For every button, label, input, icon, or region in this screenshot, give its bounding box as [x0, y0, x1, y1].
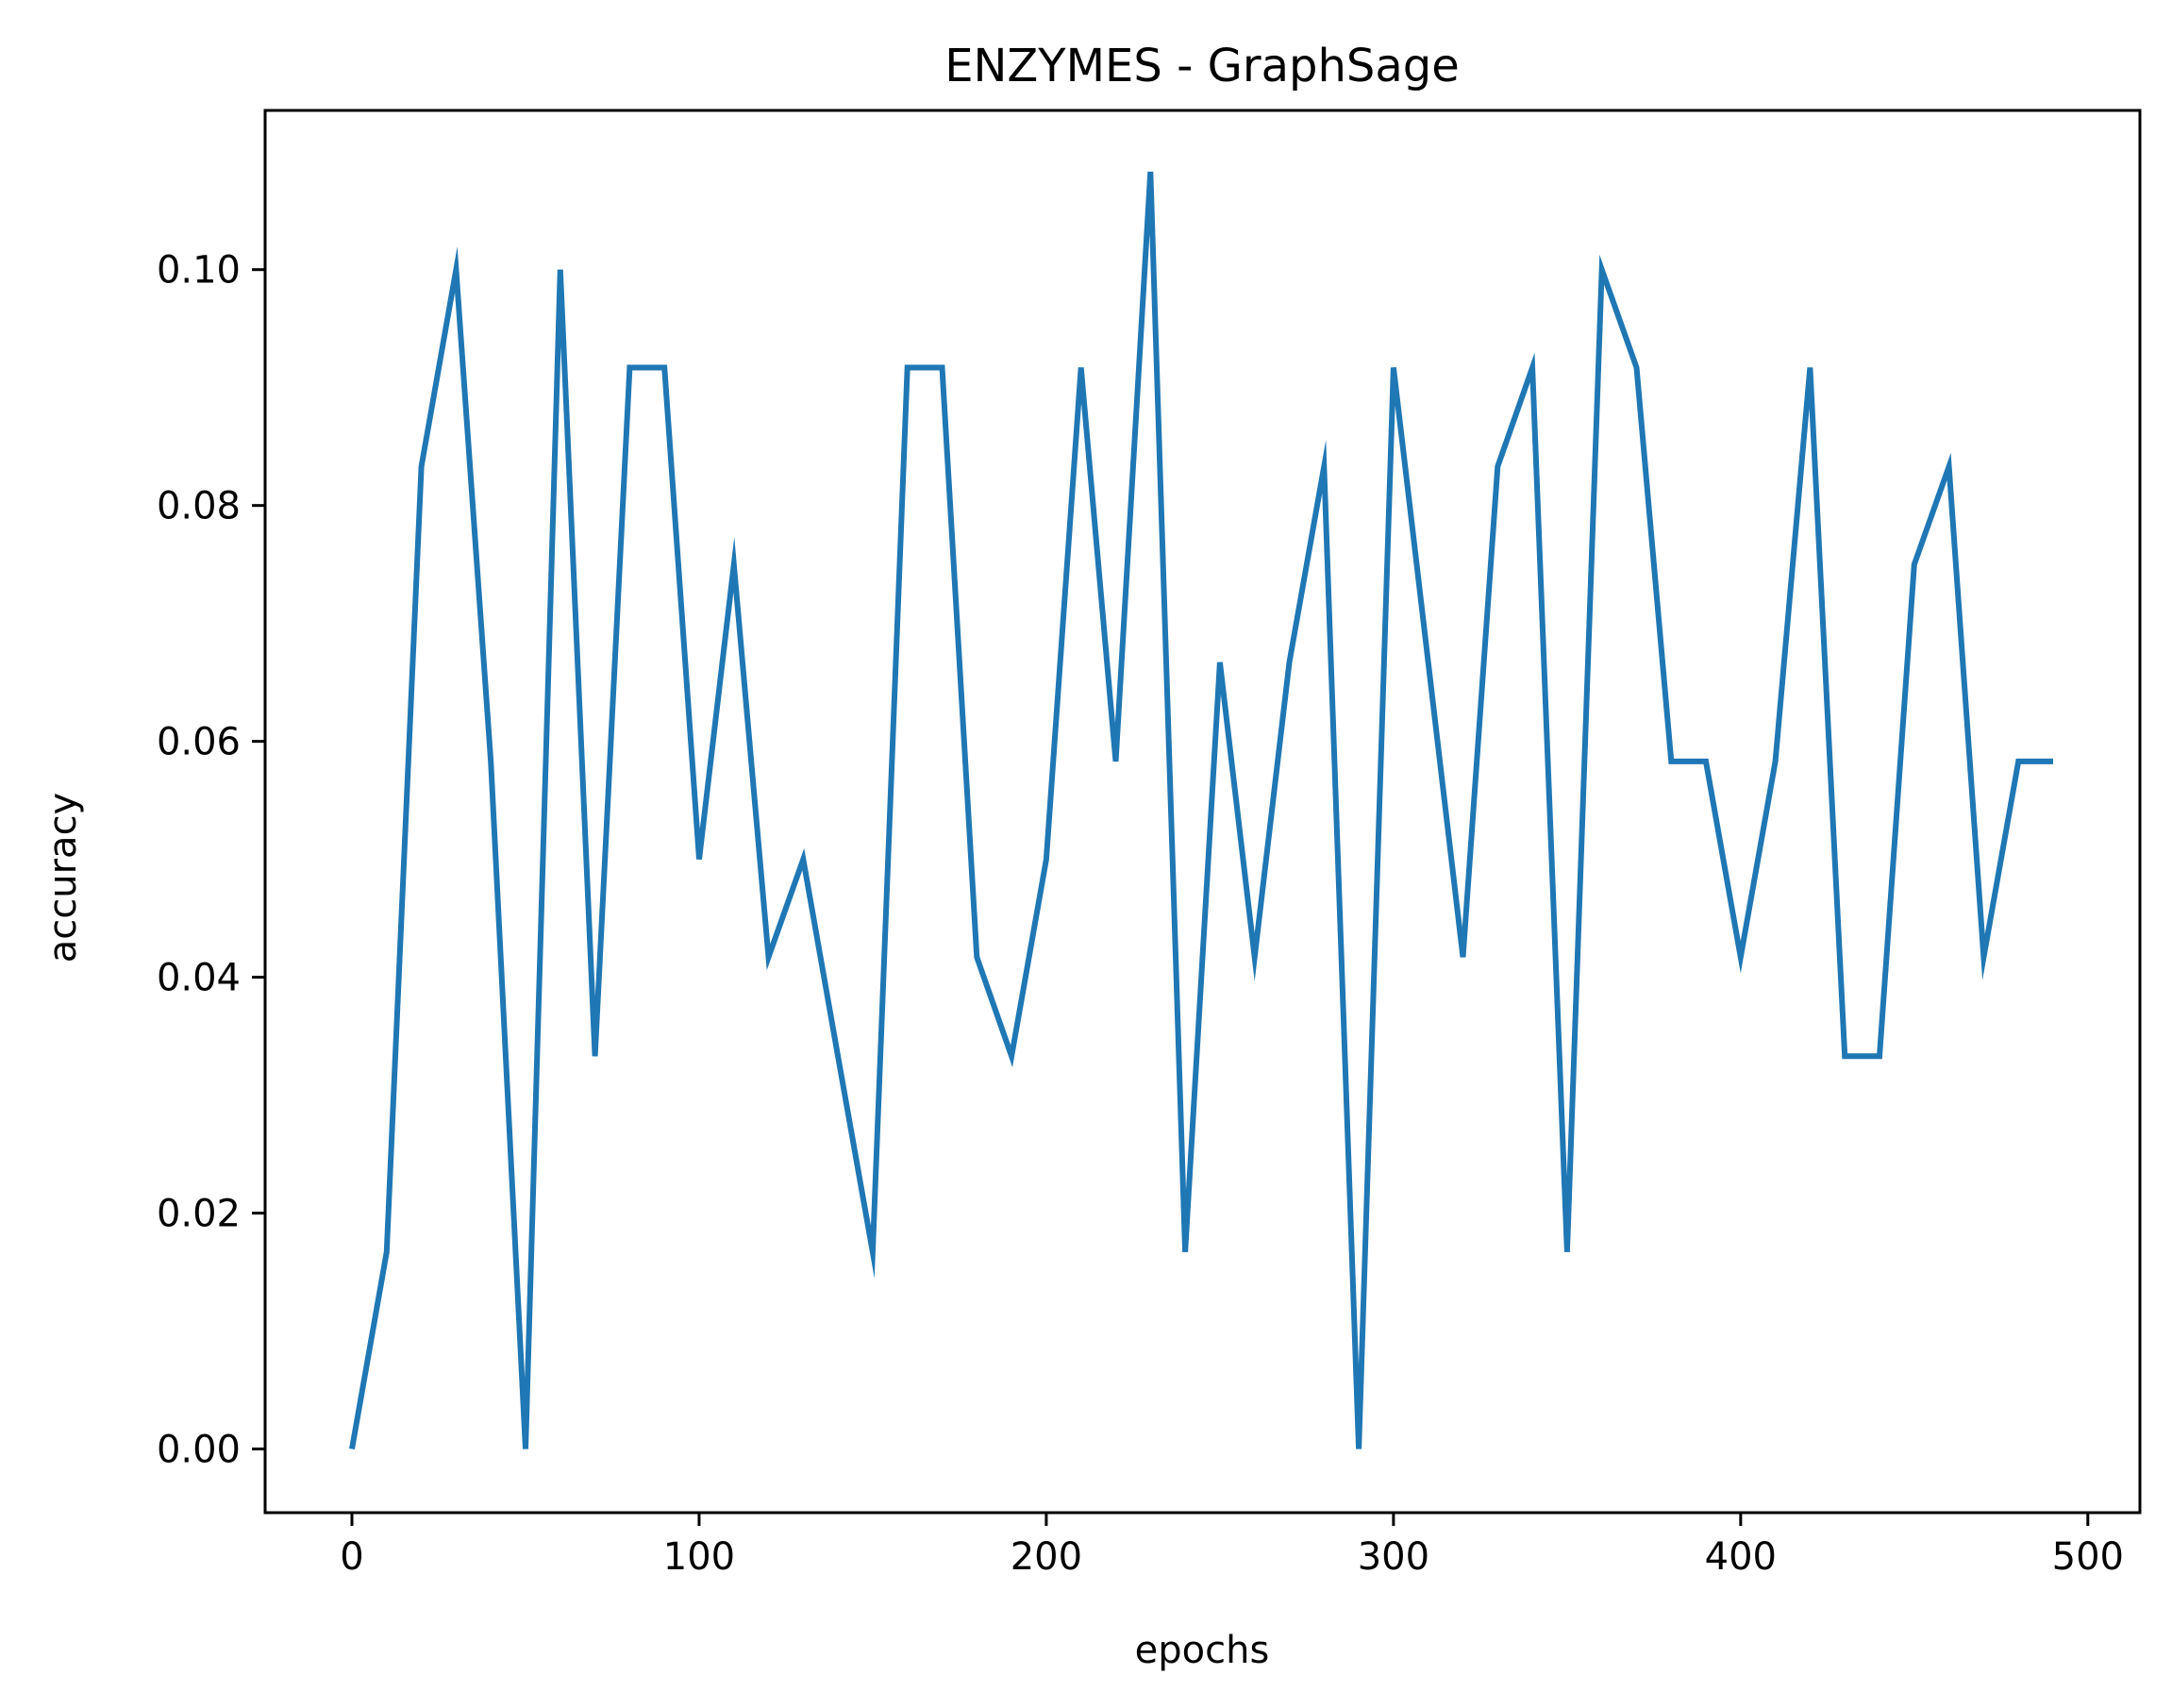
- y-tick-label: 0.04: [157, 957, 241, 1000]
- chart-title: ENZYMES - GraphSage: [944, 40, 1460, 92]
- y-tick-label: 0.10: [157, 249, 241, 293]
- x-tick-label: 200: [1011, 1535, 1082, 1579]
- x-tick-label: 400: [1705, 1535, 1777, 1579]
- x-axis-label: epochs: [1135, 1629, 1270, 1672]
- y-tick-label: 0.00: [157, 1429, 241, 1472]
- y-tick-label: 0.08: [157, 485, 241, 528]
- x-tick-label: 0: [340, 1535, 363, 1579]
- y-tick-label: 0.02: [157, 1193, 241, 1236]
- x-tick-label: 500: [2052, 1535, 2124, 1579]
- x-tick-label: 300: [1358, 1535, 1429, 1579]
- plot-area: 0 100 200 300 400 500 0.00 0.02 0.04 0.06 0.08 0.10: [157, 109, 2142, 1579]
- plot-frame: [263, 109, 2142, 1515]
- x-tick-label: 100: [663, 1535, 735, 1579]
- y-tick-label: 0.06: [157, 721, 241, 764]
- series-line-0: [349, 171, 2053, 1450]
- y-axis-label: accuracy: [42, 793, 85, 963]
